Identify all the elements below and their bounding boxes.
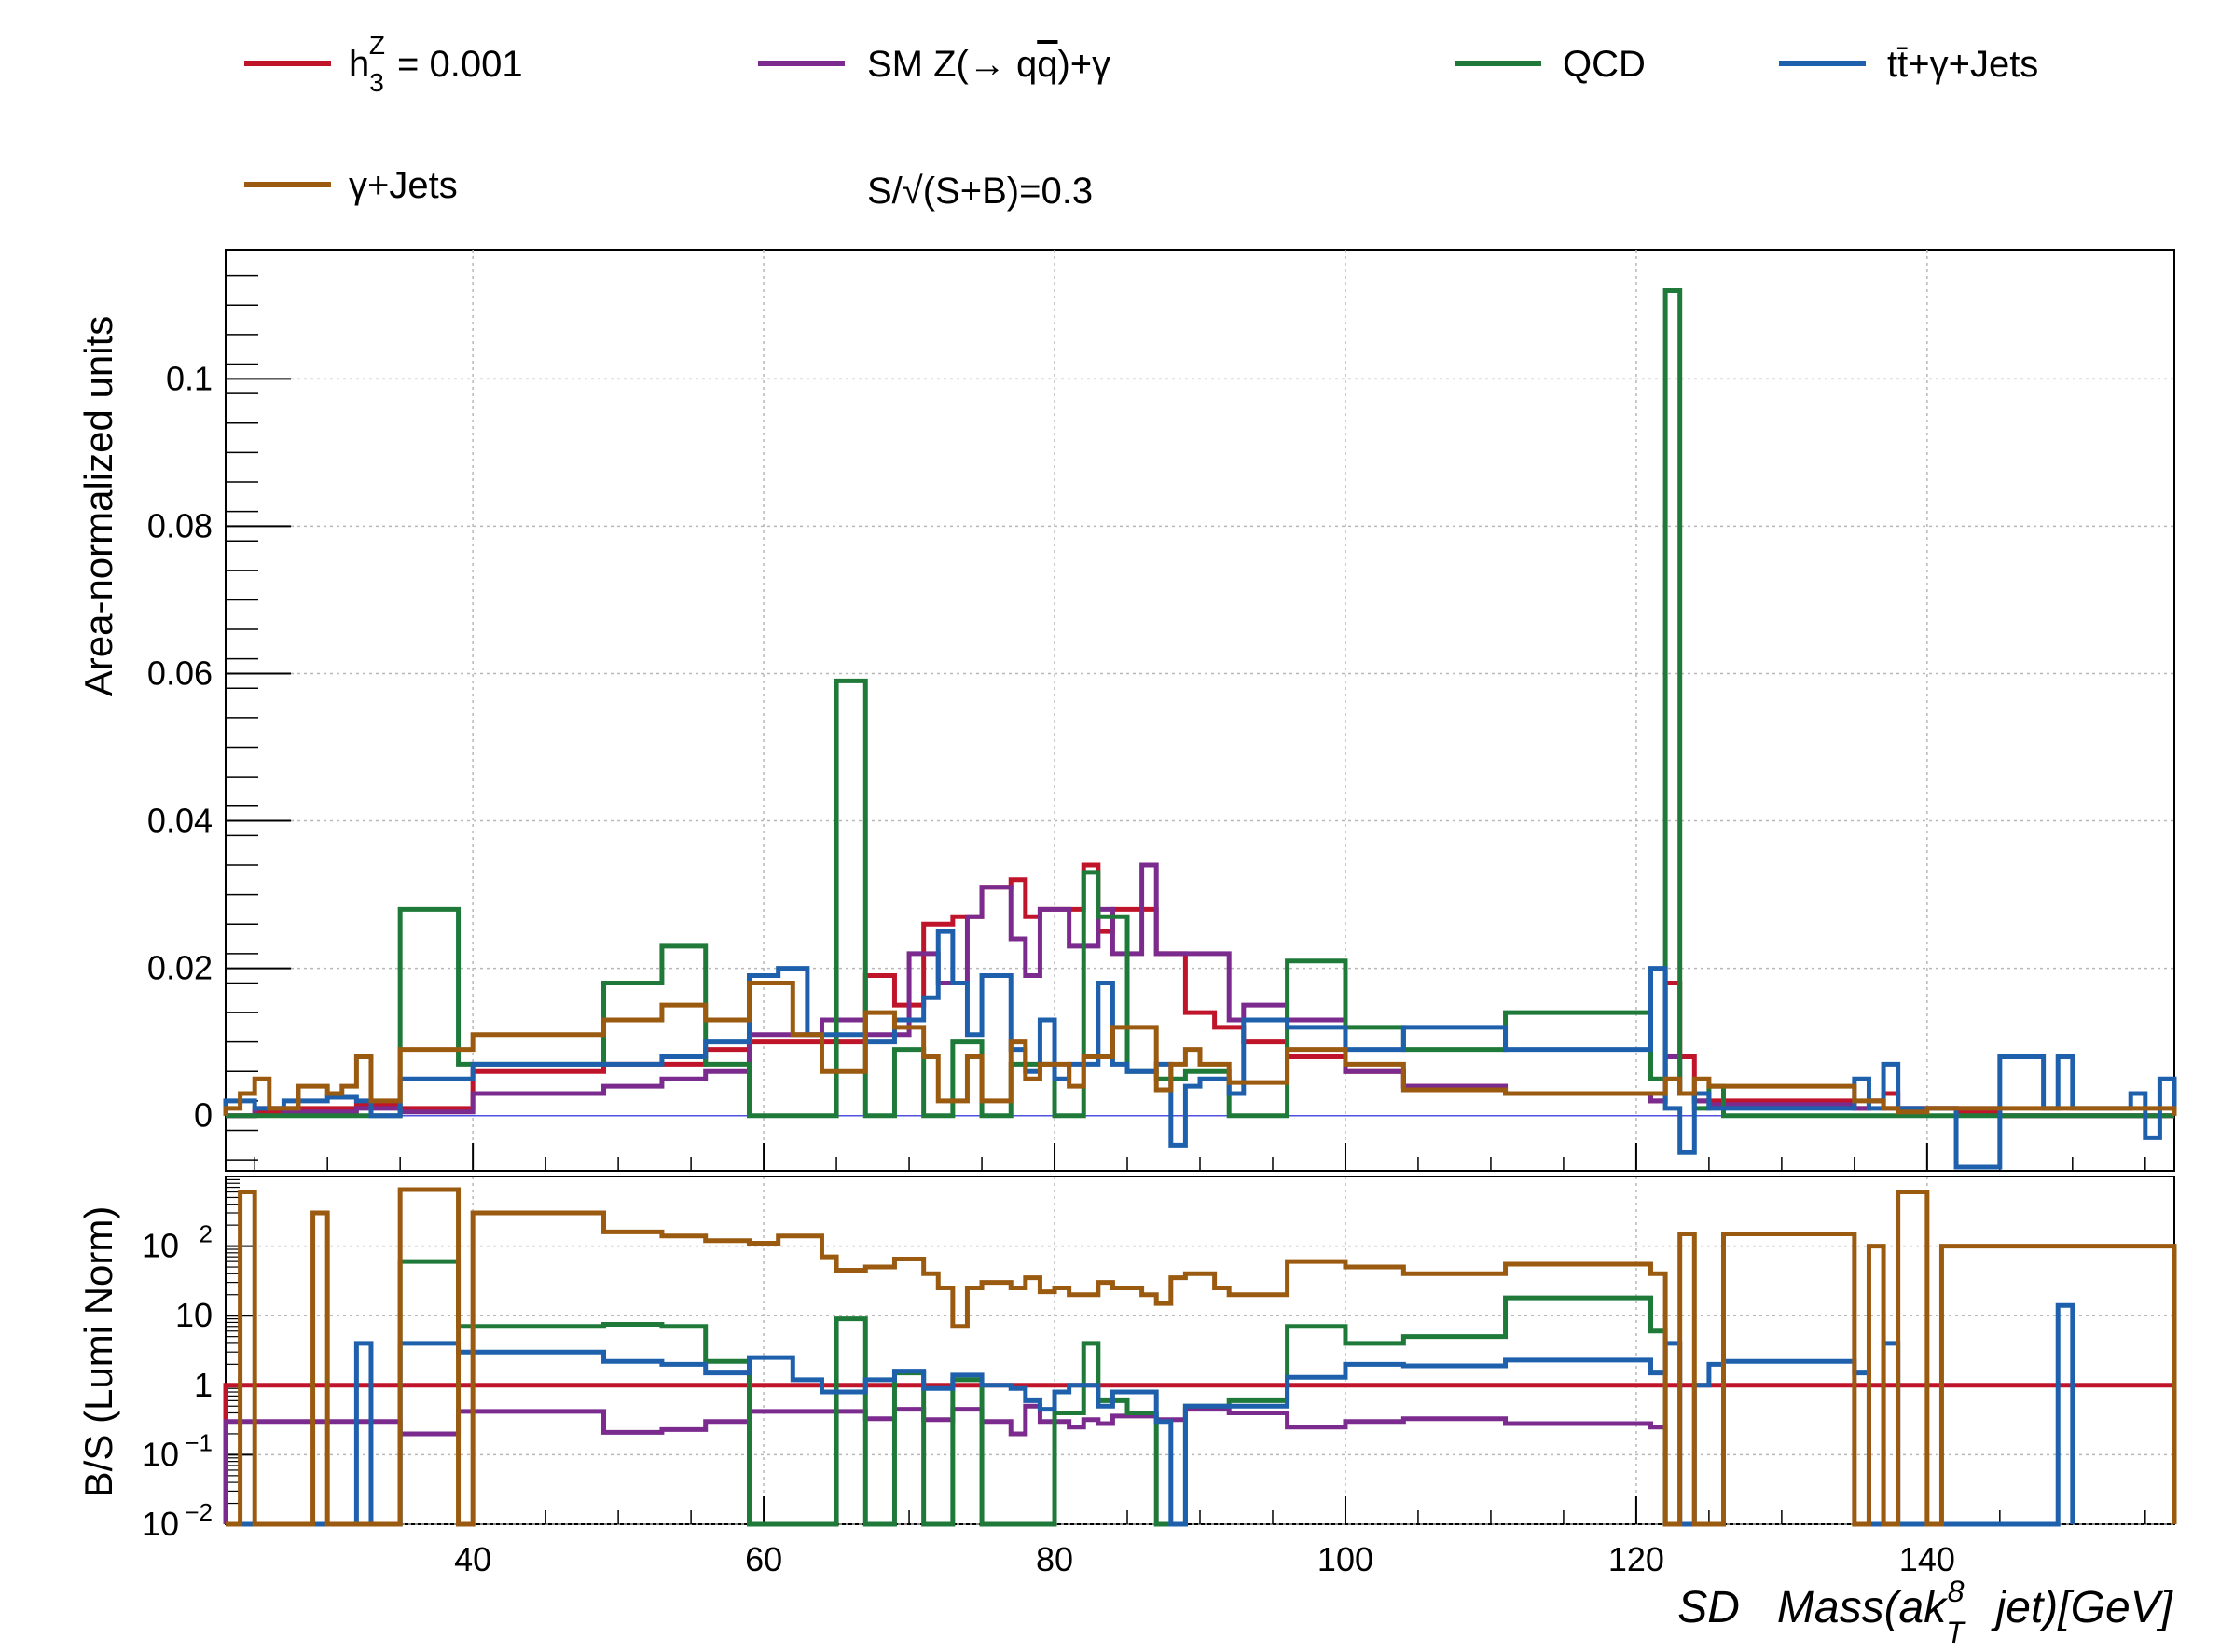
main-y-tick-label: 0.04 xyxy=(147,802,213,840)
ratio-y-tick-exponent: −2 xyxy=(185,1498,213,1526)
main-y-axis-title: Area-normalized units xyxy=(76,316,120,697)
legend-label-sm-zgamma: SM Z(→ qq)+γ xyxy=(867,44,1110,85)
significance-annotation: S/√(S+B)=0.3 xyxy=(867,171,1093,212)
x-axis-title: SD Mass(akT8 jet)[GeV] xyxy=(1677,1575,2173,1649)
x-tick-label: 100 xyxy=(1317,1540,1373,1578)
main-series-jets xyxy=(223,980,2177,1116)
ratio-series-qcd xyxy=(226,1259,1680,1527)
ratio-y-tick-label: 10 xyxy=(142,1435,179,1473)
main-series-qcd xyxy=(226,287,2174,1119)
x-tick-label: 40 xyxy=(454,1540,491,1578)
ratio-y-tick-exponent: 2 xyxy=(200,1220,213,1248)
legend-label-qcd: QCD xyxy=(1563,44,1646,85)
ratio-series-sm-z-qq xyxy=(223,1403,1668,1524)
main-y-tick-label: 0.02 xyxy=(147,949,213,987)
main-y-tick-label: 0.1 xyxy=(166,359,213,397)
ratio-y-tick-exponent: −1 xyxy=(185,1428,213,1456)
ratio-y-tick-label: 10 xyxy=(142,1505,179,1543)
main-series xyxy=(223,287,2177,1170)
legend-label-ttgamma: tt̄+γ+Jets xyxy=(1887,44,2038,85)
ratio-y-tick-label: 10 xyxy=(142,1227,179,1265)
ratio-y-tick-label: 1 xyxy=(194,1366,213,1404)
x-tick-label: 60 xyxy=(745,1540,782,1578)
main-ticks: 0 0.02 0.04 0.06 0.08 0.1 xyxy=(147,274,2146,1171)
ratio-y-axis-title: B/S (Lumi Norm) xyxy=(76,1206,120,1498)
legend-label-h3z: h3Z = 0.001 xyxy=(349,31,523,97)
x-tick-label: 80 xyxy=(1036,1540,1073,1578)
main-y-tick-label: 0 xyxy=(194,1096,213,1135)
ratio-series xyxy=(223,1187,2177,1527)
x-tick-label: 120 xyxy=(1608,1540,1664,1578)
main-y-tick-label: 0.08 xyxy=(147,506,213,544)
main-y-tick-label: 0.06 xyxy=(147,654,213,692)
x-tick-label: 140 xyxy=(1899,1540,1955,1578)
ratio-y-tick-label: 10 xyxy=(175,1296,213,1334)
legend: h3Z = 0.001 SM Z(→ qq)+γ QCD tt̄+γ+Jets … xyxy=(244,31,2038,212)
legend-label-gammajets: γ+Jets xyxy=(349,165,458,206)
ratio-series-jets xyxy=(226,1187,2177,1527)
